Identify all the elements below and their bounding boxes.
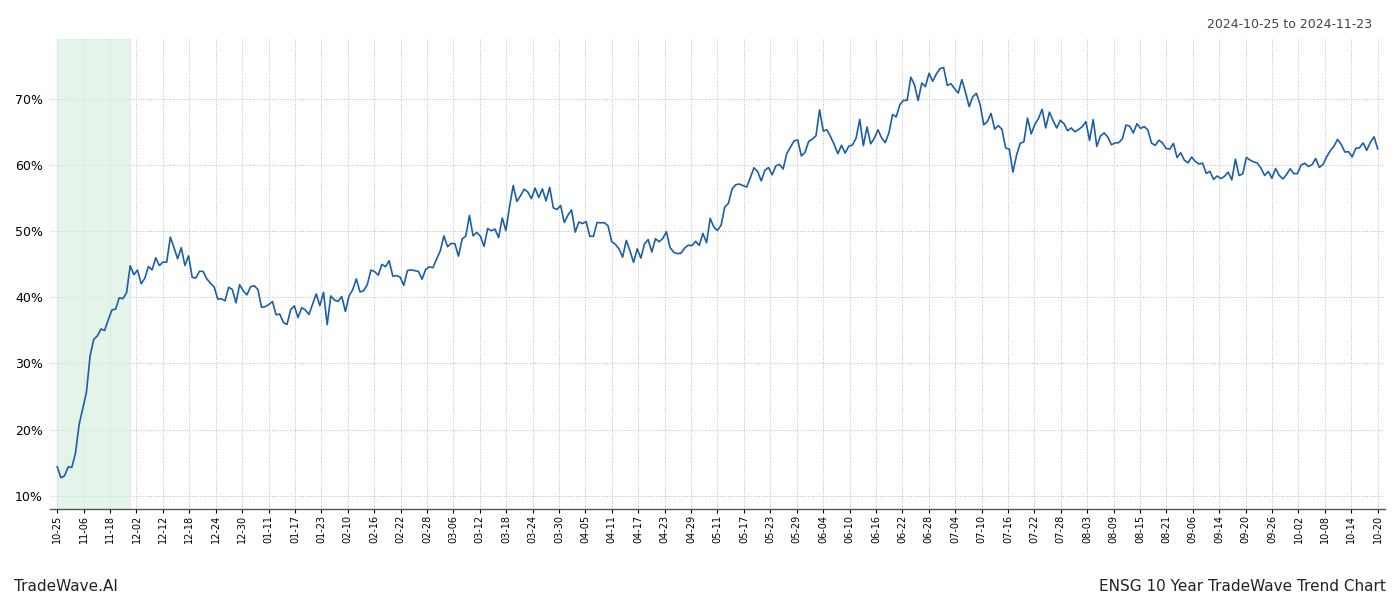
Bar	[57, 39, 130, 509]
Text: ENSG 10 Year TradeWave Trend Chart: ENSG 10 Year TradeWave Trend Chart	[1099, 579, 1386, 594]
Text: TradeWave.AI: TradeWave.AI	[14, 579, 118, 594]
Text: 2024-10-25 to 2024-11-23: 2024-10-25 to 2024-11-23	[1207, 18, 1372, 31]
